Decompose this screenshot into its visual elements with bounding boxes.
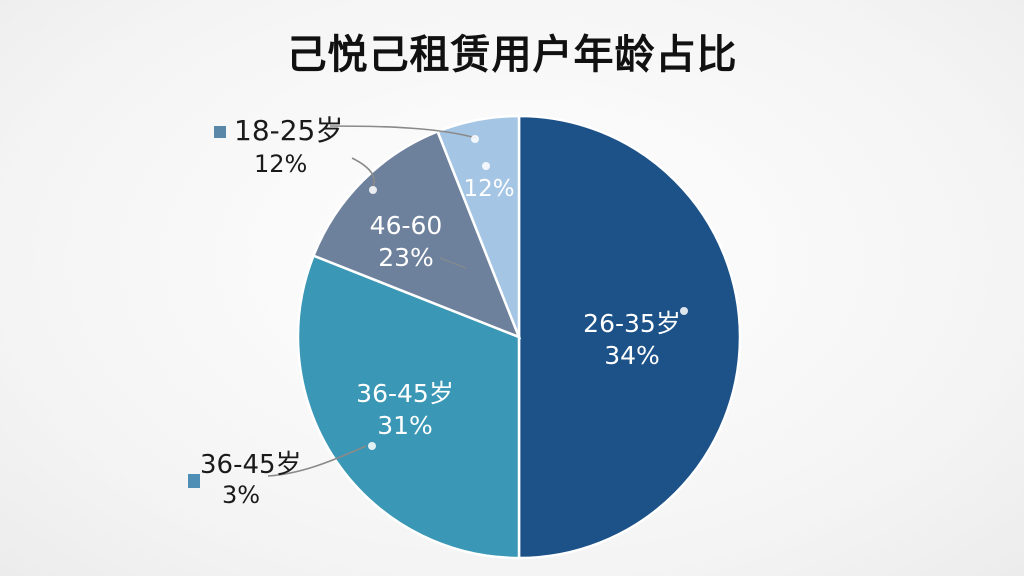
legend-marker-36-45 <box>188 474 200 488</box>
marker-dots <box>368 135 688 450</box>
pie-slice-36-45 <box>296 254 521 560</box>
marker-dot <box>680 307 688 315</box>
slice-value-36-45: 31% <box>377 411 433 440</box>
external-labels: 18-25岁 12% 36-45岁 3% <box>188 114 343 509</box>
pie-slice-26-35 <box>517 114 742 560</box>
leader-line-36-45-small <box>267 445 367 477</box>
ext-value-36-45: 3% <box>222 481 260 509</box>
slice-value-18-25: 12% <box>463 176 514 202</box>
leader-line-46-60-inner <box>439 257 467 269</box>
marker-dot <box>369 186 377 194</box>
slice-value-46-60: 23% <box>378 243 434 272</box>
marker-dot <box>368 442 376 450</box>
slice-labels: 26-35岁 34% 36-45岁 31% 46-60 23% 12% <box>356 176 681 440</box>
slice-label-26-35: 26-35岁 <box>583 309 681 338</box>
ext-value-18-25: 12% <box>254 150 307 178</box>
ext-label-18-25: 18-25岁 <box>234 114 343 147</box>
slice-label-36-45: 36-45岁 <box>356 379 454 408</box>
slice-label-46-60: 46-60 <box>370 211 443 240</box>
legend-marker-18-25 <box>214 126 226 138</box>
marker-dot <box>471 135 479 143</box>
slice-value-26-35: 34% <box>604 341 660 370</box>
leader-line-18-25 <box>329 125 477 139</box>
marker-dot <box>482 162 490 170</box>
chart-title: 己悦己租赁用户年龄占比 <box>286 32 738 78</box>
pie-slice-46-60 <box>311 129 522 340</box>
pie-slices <box>296 114 742 560</box>
ext-label-36-45: 36-45岁 <box>200 450 302 480</box>
